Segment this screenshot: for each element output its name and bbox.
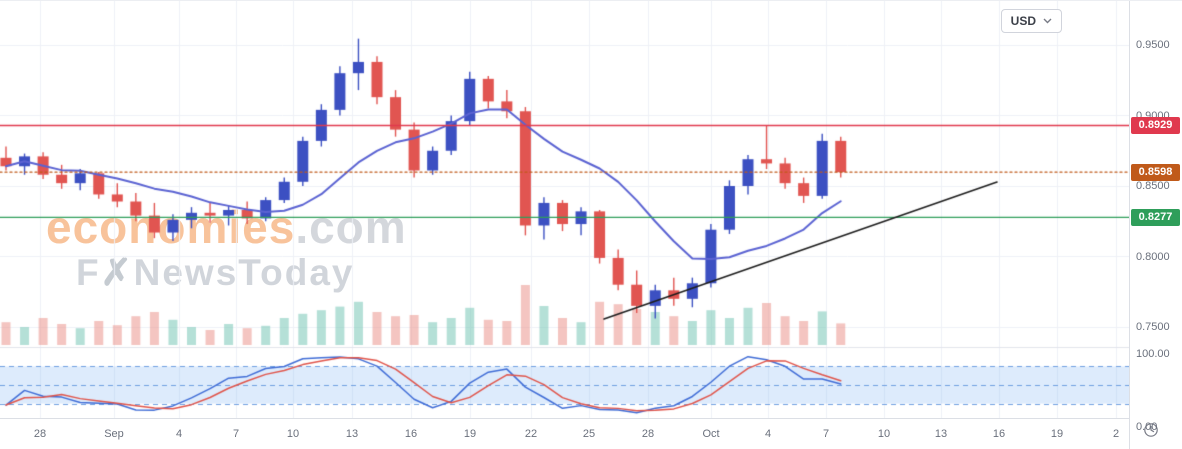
price-axis[interactable]: 0.9500 0.9000 0.8500 0.8000 0.7500 100.00 0.00…	[1129, 1, 1182, 449]
time-axis[interactable]: 28 Sep 4 7 10 13 16 19 22 25 28 Oct 4 7 10 13 16 19 2	[0, 418, 1130, 449]
currency-selector[interactable]: USD	[1000, 9, 1062, 33]
time-axis-label: 25	[582, 428, 596, 440]
time-axis-label: 13	[345, 428, 359, 440]
clock-icon[interactable]	[1143, 422, 1159, 438]
time-axis-label: 4	[175, 428, 183, 440]
time-axis-label: 7	[822, 428, 830, 440]
oscillator-axis-label: 0.00	[1136, 421, 1158, 433]
price-axis-label: 0.8500	[1136, 180, 1170, 192]
candlestick-chart-canvas[interactable]	[0, 1, 1130, 449]
time-axis-label: Oct	[702, 428, 720, 440]
price-axis-label: 0.7500	[1136, 321, 1170, 333]
time-axis-label: 13	[934, 428, 948, 440]
time-axis-label: Sep	[104, 428, 124, 440]
price-axis-label: 0.8000	[1136, 250, 1170, 263]
time-axis-label: 2	[1112, 428, 1120, 440]
time-axis-label: 19	[1050, 428, 1064, 440]
time-axis-label: 16	[404, 428, 418, 440]
time-axis-label: 7	[232, 428, 240, 440]
currency-label: USD	[1010, 14, 1036, 28]
time-axis-label: 19	[463, 428, 477, 440]
price-tag: 0.8598	[1131, 163, 1180, 181]
time-axis-label: 4	[764, 428, 772, 440]
price-axis-label: 0.9500	[1136, 39, 1170, 51]
time-axis-label: 16	[992, 428, 1006, 440]
time-axis-label: 22	[524, 428, 538, 440]
chevron-down-icon	[1043, 18, 1052, 24]
price-tag: 0.8277	[1131, 208, 1180, 226]
oscillator-axis-label: 100.00	[1136, 348, 1170, 360]
price-tag: 0.8929	[1131, 117, 1180, 134]
time-axis-label: 28	[33, 428, 47, 440]
time-axis-label: 28	[641, 428, 655, 440]
time-axis-label: 10	[877, 428, 891, 440]
time-axis-label: 10	[286, 428, 300, 440]
